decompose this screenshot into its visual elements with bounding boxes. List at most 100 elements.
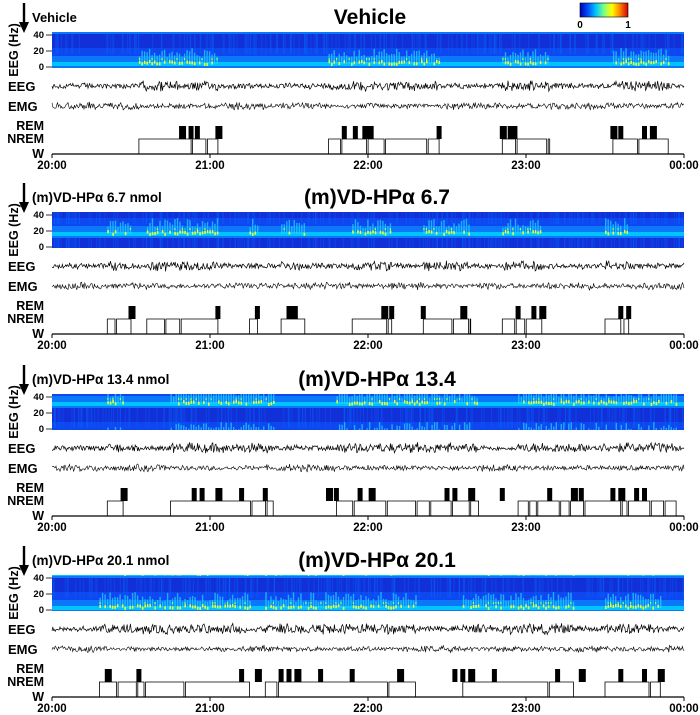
time-tick-2000: 20:00 <box>37 522 66 534</box>
condition-annotation: (m)VD-HPα 13.4 nmol <box>32 372 169 387</box>
rem-episode <box>362 126 370 139</box>
spectrogram-tick-0: 0 <box>39 62 44 73</box>
emg-trace <box>51 101 685 111</box>
rem-episode <box>239 669 245 682</box>
rem-episode <box>436 126 442 139</box>
rem-episode <box>515 306 521 319</box>
rem-episode <box>468 488 476 501</box>
time-tick-2200: 22:00 <box>353 522 382 534</box>
injection-arrow-head <box>19 384 29 395</box>
rem-episode <box>368 126 374 139</box>
stage-label-w: W <box>32 509 44 523</box>
time-tick-2200: 22:00 <box>353 160 382 172</box>
spectrogram-tick-40: 40 <box>33 573 44 584</box>
panel-title: (m)VD-HPα 13.4 <box>298 368 456 391</box>
rem-episode <box>104 669 112 682</box>
rem-episode <box>262 488 268 501</box>
rem-episode <box>188 126 194 139</box>
stage-label-rem: REM <box>16 119 44 133</box>
colorbar-max-label: 1 <box>625 20 631 31</box>
emg-trace-label: EMG <box>8 99 38 114</box>
eeg-spectrogram <box>52 212 684 248</box>
rem-episode <box>642 126 647 139</box>
condition-annotation: (m)VD-HPα 20.1 nmol <box>32 553 169 568</box>
time-tick-2100: 21:00 <box>195 703 224 715</box>
time-tick-2300: 23:00 <box>511 340 540 352</box>
rem-episode <box>289 306 295 319</box>
spectrogram-y-label: EEG (Hz) <box>7 385 21 438</box>
time-tick-2300: 23:00 <box>511 522 540 534</box>
panel-title: (m)VD-HPα 20.1 <box>298 549 456 572</box>
spectrogram-tick-40: 40 <box>33 392 44 403</box>
spectrogram-tick-0: 0 <box>39 242 44 253</box>
rem-episode <box>191 488 197 501</box>
stage-label-w: W <box>32 327 44 341</box>
emg-trace-label: EMG <box>8 642 38 657</box>
rem-episode <box>642 488 647 501</box>
eeg-trace-label: EEG <box>8 259 35 274</box>
spectrogram-tick-20: 20 <box>33 46 44 57</box>
hypnogram-trace <box>52 500 684 517</box>
time-tick-2000: 20:00 <box>37 160 66 172</box>
time-tick-2100: 21:00 <box>195 160 224 172</box>
rem-episode <box>634 488 640 501</box>
rem-episode <box>578 488 584 501</box>
rem-episode <box>618 126 624 139</box>
rem-episode <box>368 488 376 501</box>
panel-title: Vehicle <box>334 6 406 29</box>
eeg-trace-label: EEG <box>8 79 35 94</box>
rem-episode <box>389 306 395 319</box>
time-tick-2000: 20:00 <box>37 703 66 715</box>
rem-episode <box>397 669 405 682</box>
time-tick-2300: 23:00 <box>511 160 540 172</box>
rem-episode <box>555 669 561 682</box>
injection-arrow-head <box>19 22 29 33</box>
injection-arrow-head <box>19 202 29 213</box>
stage-label-w: W <box>32 147 44 161</box>
time-tick-0000: 00:00 <box>669 522 698 534</box>
spectrogram-tick-20: 20 <box>33 226 44 237</box>
rem-episode <box>254 306 260 319</box>
spectrogram-tick-40: 40 <box>33 210 44 221</box>
hypnogram-trace <box>52 318 684 335</box>
time-tick-0000: 00:00 <box>669 703 698 715</box>
rem-episode <box>452 669 458 682</box>
time-tick-2100: 21:00 <box>195 340 224 352</box>
rem-episode <box>286 669 292 682</box>
condition-annotation: Vehicle <box>32 10 77 25</box>
rem-episode <box>657 669 665 682</box>
colorbar-min-label: 0 <box>577 20 583 31</box>
rem-episode <box>194 126 200 139</box>
eeg-trace-label: EEG <box>8 622 35 637</box>
rem-episode <box>326 488 333 501</box>
time-tick-0000: 00:00 <box>669 160 698 172</box>
rem-episode <box>539 306 547 319</box>
rem-episode <box>618 488 626 501</box>
rem-episode <box>512 126 518 139</box>
emg-trace-label: EMG <box>8 461 38 476</box>
hypnogram-trace <box>52 138 684 155</box>
emg-trace-label: EMG <box>8 279 38 294</box>
rem-episode <box>460 669 466 682</box>
time-tick-2000: 20:00 <box>37 340 66 352</box>
rem-episode <box>294 669 302 682</box>
eeg-trace <box>51 622 685 636</box>
rem-episode <box>239 488 245 501</box>
rem-episode <box>570 488 578 501</box>
rem-episode <box>179 126 187 139</box>
eeg-spectrogram <box>52 394 684 430</box>
panel-1: Vehicle Vehicle EEG (Hz) 40 20 0 EEG EMG REMNREM… <box>7 3 699 172</box>
spectrogram-tick-0: 0 <box>39 424 44 435</box>
spectrogram-tick-0: 0 <box>39 605 44 616</box>
stage-label-nrem: NREM <box>7 494 44 508</box>
rem-episode <box>649 126 657 139</box>
panel-3: (m)VD-HPα 13.4 nmol (m)VD-HPα 13.4 EEG (Hz… <box>7 365 699 534</box>
emg-trace <box>51 644 685 654</box>
emg-trace <box>51 463 685 473</box>
time-tick-0000: 00:00 <box>669 340 698 352</box>
spectrogram-y-label: EEG (Hz) <box>7 566 21 619</box>
stage-label-nrem: NREM <box>7 132 44 146</box>
rem-episode <box>357 488 363 501</box>
rem-episode <box>318 669 324 682</box>
eeg-trace <box>51 260 685 272</box>
